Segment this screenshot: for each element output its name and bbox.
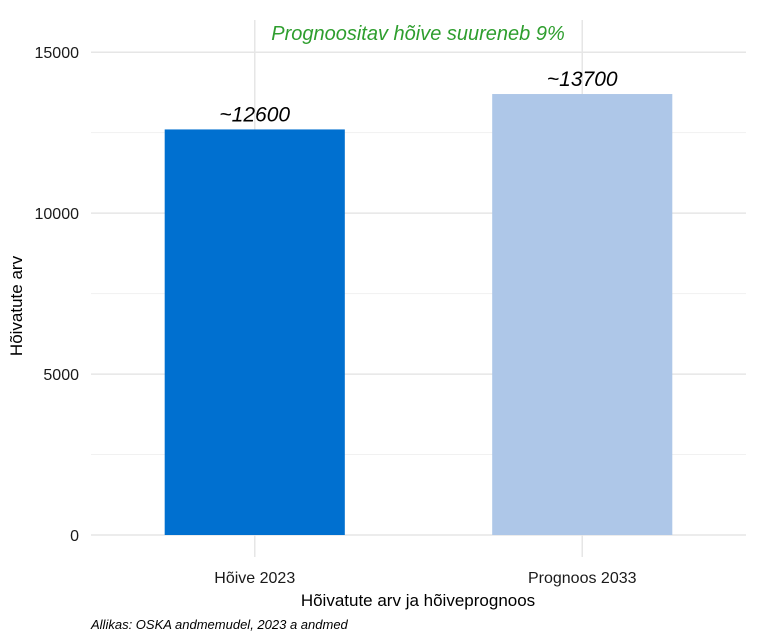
- bar: [492, 94, 673, 535]
- y-tick-label: 10000: [35, 206, 80, 223]
- y-axis: 0 5000 10000 15000: [35, 45, 80, 545]
- y-tick-label: 15000: [35, 45, 80, 62]
- x-axis: Hõive 2023 Prognoos 2033: [214, 570, 636, 587]
- chart-annotation: Prognoositav hõive suureneb 9%: [271, 23, 565, 45]
- x-tick-label: Prognoos 2033: [528, 570, 637, 587]
- y-tick-label: 5000: [43, 367, 79, 384]
- y-axis-title: Hõivatute arv: [7, 255, 26, 356]
- bar-value-label: ~12600: [219, 103, 290, 126]
- x-axis-title: Hõivatute arv ja hõiveprognoos: [301, 591, 535, 610]
- y-tick-label: 0: [70, 528, 79, 545]
- x-tick-label: Hõive 2023: [214, 570, 295, 587]
- bar: [164, 129, 345, 535]
- source-caption: Allikas: OSKA andmemudel, 2023 a andmed: [90, 617, 349, 632]
- bars: ~12600 ~13700: [164, 68, 673, 535]
- bar-value-label: ~13700: [547, 68, 618, 91]
